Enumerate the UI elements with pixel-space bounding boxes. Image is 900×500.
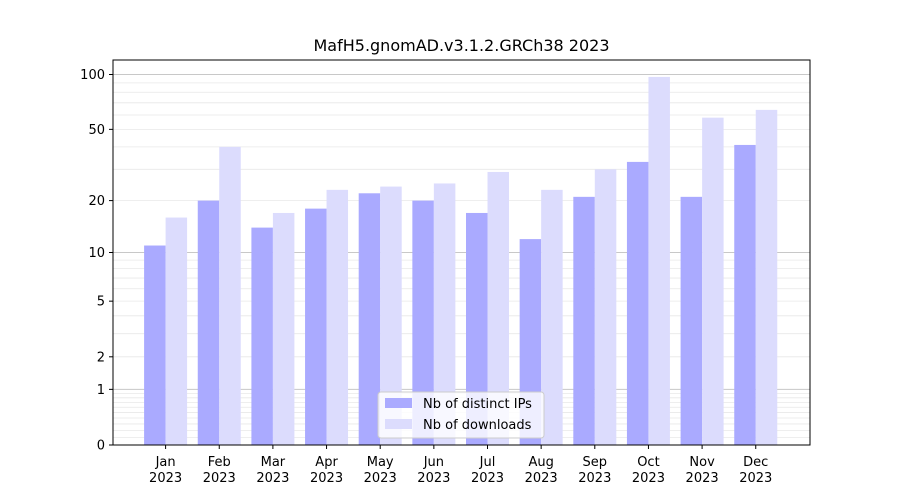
x-tick-month: Dec (743, 455, 768, 470)
bar-distinct-ips (358, 193, 381, 445)
x-tick-label: Aug 2023 (525, 455, 558, 486)
bar-downloads (541, 189, 563, 445)
x-tick-label: Jun 2023 (417, 455, 450, 486)
x-tick-label: Feb 2023 (203, 455, 236, 486)
x-tick-month: Aug (528, 455, 553, 470)
bar-distinct-ips (626, 161, 649, 445)
y-tick-label: 10 (88, 246, 105, 261)
x-tick-month: Jan (155, 455, 176, 470)
x-tick-label: Jul 2023 (471, 455, 504, 486)
x-tick-label: Sep 2023 (578, 455, 611, 486)
bar-downloads (487, 171, 509, 445)
bar-distinct-ips (680, 196, 703, 445)
bars (144, 76, 778, 445)
chart-title: MafH5.gnomAD.v3.1.2.GRCh38 2023 (313, 36, 609, 55)
x-tick-year: 2023 (364, 471, 397, 486)
bar-downloads (272, 212, 295, 445)
bar-distinct-ips (466, 212, 488, 445)
x-tick-label: Nov 2023 (686, 455, 719, 486)
x-tick-year: 2023 (739, 471, 772, 486)
y-tick-label: 0 (97, 439, 105, 454)
bar-downloads (648, 76, 670, 445)
x-tick-label: Dec 2023 (739, 455, 772, 486)
x-tick-month: Feb (208, 455, 231, 470)
bar-downloads (755, 109, 778, 445)
bar-distinct-ips (144, 245, 166, 445)
x-tick-year: 2023 (686, 471, 719, 486)
x-tick-year: 2023 (578, 471, 611, 486)
bar-downloads (326, 189, 349, 445)
y-tick-label: 50 (88, 123, 105, 138)
bar-distinct-ips (412, 200, 434, 445)
bar-downloads (433, 183, 456, 445)
x-tick-year: 2023 (525, 471, 558, 486)
bar-downloads (219, 146, 241, 445)
y-tick-label: 2 (97, 350, 105, 365)
x-tick-label: May 2023 (364, 455, 397, 486)
x-tick-month: Jun (423, 455, 444, 470)
x-tick-year: 2023 (256, 471, 289, 486)
bar-downloads (702, 117, 724, 445)
x-tick-month: Oct (637, 455, 659, 470)
y-axis: 0 1 2 5 10 20 50 100 (80, 68, 113, 454)
y-tick-label: 20 (88, 194, 105, 209)
x-tick-month: Jul (479, 455, 496, 470)
legend-swatch-ips (385, 398, 412, 408)
bar-downloads (165, 217, 188, 445)
x-tick-year: 2023 (471, 471, 504, 486)
x-tick-label: Apr 2023 (310, 455, 343, 486)
bar-distinct-ips (734, 144, 756, 445)
x-tick-month: May (367, 455, 394, 470)
bar-distinct-ips (251, 227, 273, 445)
legend-swatch-downloads (385, 419, 412, 429)
y-tick-label: 5 (97, 295, 105, 310)
x-tick-label: Jan 2023 (149, 455, 182, 486)
bar-downloads (594, 169, 617, 445)
legend-box (377, 391, 545, 439)
legend-label-ips: Nb of distinct IPs (423, 397, 532, 412)
legend-label-downloads: Nb of downloads (423, 418, 532, 433)
x-tick-year: 2023 (417, 471, 450, 486)
bar-downloads (380, 186, 402, 445)
y-tick-label: 100 (80, 68, 105, 83)
x-tick-year: 2023 (632, 471, 665, 486)
x-tick-month: Sep (583, 455, 608, 470)
y-tick-label: 1 (97, 383, 105, 398)
x-tick-label: Mar 2023 (256, 455, 289, 486)
x-tick-month: Apr (315, 455, 338, 470)
x-tick-year: 2023 (149, 471, 182, 486)
bar-distinct-ips (197, 200, 220, 445)
x-tick-month: Nov (689, 455, 715, 470)
x-tick-month: Mar (261, 455, 286, 470)
x-tick-year: 2023 (310, 471, 343, 486)
x-tick-year: 2023 (203, 471, 236, 486)
x-tick-label: Oct 2023 (632, 455, 665, 486)
bar-distinct-ips (305, 208, 327, 445)
legend: Nb of distinct IPs Nb of downloads (377, 391, 545, 439)
bar-distinct-ips (573, 196, 595, 445)
